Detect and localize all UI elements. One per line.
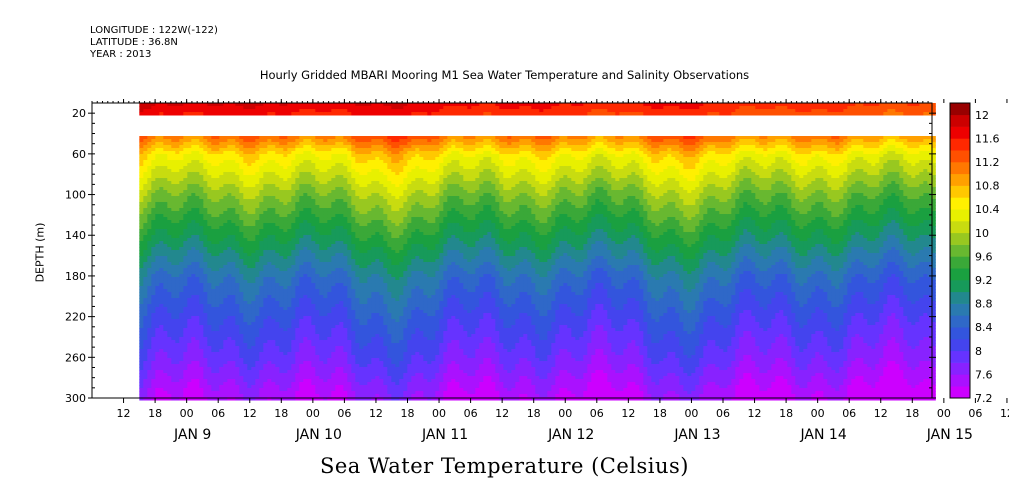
y-tick-label: 300 [65, 392, 86, 405]
x-tick-label: 06 [716, 407, 730, 420]
colorbar-swatch [950, 244, 970, 257]
x-tick-label: 12 [874, 407, 888, 420]
x-tick-label: 12 [748, 407, 762, 420]
colorbar-swatch [950, 362, 970, 375]
colorbar-swatch [950, 173, 970, 186]
x-tick-label: 00 [811, 407, 825, 420]
x-tick-label: 00 [306, 407, 320, 420]
colorbar-label: 9.6 [975, 250, 993, 263]
year-text: YEAR : 2013 [90, 49, 152, 60]
x-tick-label: 18 [653, 407, 667, 420]
x-tick-label: 00 [180, 407, 194, 420]
x-day-label: JAN 12 [547, 427, 594, 443]
colorbar-label: 10.4 [975, 203, 1000, 216]
y-tick-label: 140 [65, 229, 86, 242]
colorbar-swatch [950, 350, 970, 363]
colorbar-label: 12 [975, 109, 989, 122]
colorbar-swatch [950, 291, 970, 304]
longitude-text: LONGITUDE : 122W(-122) [90, 25, 218, 36]
x-tick-label: 12 [621, 407, 635, 420]
x-day-label: JAN 9 [173, 427, 211, 443]
colorbar-swatch [950, 150, 970, 163]
x-tick-label: 06 [337, 407, 351, 420]
x-tick-label: 12 [495, 407, 509, 420]
colorbar-swatch [950, 315, 970, 328]
latitude-text: LATITUDE : 36.8N [90, 37, 178, 48]
x-tick-label: 18 [905, 407, 919, 420]
colorbar-swatch [950, 103, 970, 116]
x-tick-label: 00 [937, 407, 951, 420]
heatmap-field [139, 103, 936, 401]
colorbar-label: 8 [975, 345, 982, 358]
colorbar-variable-label: Sea Water Temperature (Celsius) [319, 454, 689, 478]
y-tick-label: 100 [65, 189, 86, 202]
x-tick-label: 06 [968, 407, 982, 420]
colorbar-label: 7.6 [975, 368, 993, 381]
colorbar-swatch [950, 386, 970, 399]
colorbar-label: 10.8 [975, 180, 1000, 193]
x-tick-label: 18 [148, 407, 162, 420]
y-tick-label: 60 [72, 148, 86, 161]
x-day-label: JAN 14 [800, 427, 847, 443]
y-tick-label: 20 [72, 107, 86, 120]
colorbar-swatch [950, 114, 970, 127]
colorbar-swatch [950, 138, 970, 151]
colorbar-label: 8.4 [975, 321, 993, 334]
x-tick-label: 00 [684, 407, 698, 420]
colorbar-swatch [950, 268, 970, 281]
colorbar-swatch [950, 126, 970, 139]
x-tick-label: 06 [211, 407, 225, 420]
colorbar-swatch [950, 256, 970, 269]
colorbar-swatch [950, 327, 970, 340]
colorbar-label: 9.2 [975, 274, 993, 287]
x-tick-label: 18 [401, 407, 415, 420]
colorbar-label: 11.6 [975, 132, 1000, 145]
colorbar-swatch [950, 162, 970, 175]
plot-frame [91, 102, 933, 399]
colorbar-label: 8.8 [975, 298, 993, 311]
x-tick-label: 18 [274, 407, 288, 420]
y-tick-label: 220 [65, 311, 86, 324]
x-tick-label: 06 [842, 407, 856, 420]
colorbar-swatch [950, 232, 970, 245]
x-tick-label: 18 [527, 407, 541, 420]
x-tick-label: 12 [1000, 407, 1009, 420]
x-day-label: JAN 10 [295, 427, 342, 443]
colorbar-swatch [950, 221, 970, 234]
colorbar-frame [949, 102, 971, 399]
colorbar-swatch [950, 339, 970, 352]
x-tick-label: 00 [432, 407, 446, 420]
y-tick-label: 180 [65, 270, 86, 283]
x-tick-label: 06 [590, 407, 604, 420]
x-day-label: JAN 13 [673, 427, 720, 443]
colorbar-label: 7.2 [975, 392, 993, 405]
x-tick-label: 06 [464, 407, 478, 420]
colorbar-swatch [950, 185, 970, 198]
x-tick-label: 12 [117, 407, 131, 420]
x-day-label: JAN 15 [926, 427, 973, 443]
colorbar-swatch [950, 280, 970, 293]
colorbar-swatch [950, 209, 970, 222]
x-tick-label: 12 [243, 407, 257, 420]
chart-title: Hourly Gridded MBARI Mooring M1 Sea Wate… [259, 68, 750, 82]
x-tick-label: 00 [558, 407, 572, 420]
colorbar-swatch [950, 197, 970, 210]
y-tick-label: 260 [65, 351, 86, 364]
colorbar-swatch [950, 303, 970, 316]
x-tick-label: 12 [369, 407, 383, 420]
colorbar-label: 11.2 [975, 156, 1000, 169]
colorbar-label: 10 [975, 227, 989, 240]
x-tick-label: 18 [779, 407, 793, 420]
x-day-label: JAN 11 [421, 427, 468, 443]
colorbar-swatch [950, 374, 970, 387]
